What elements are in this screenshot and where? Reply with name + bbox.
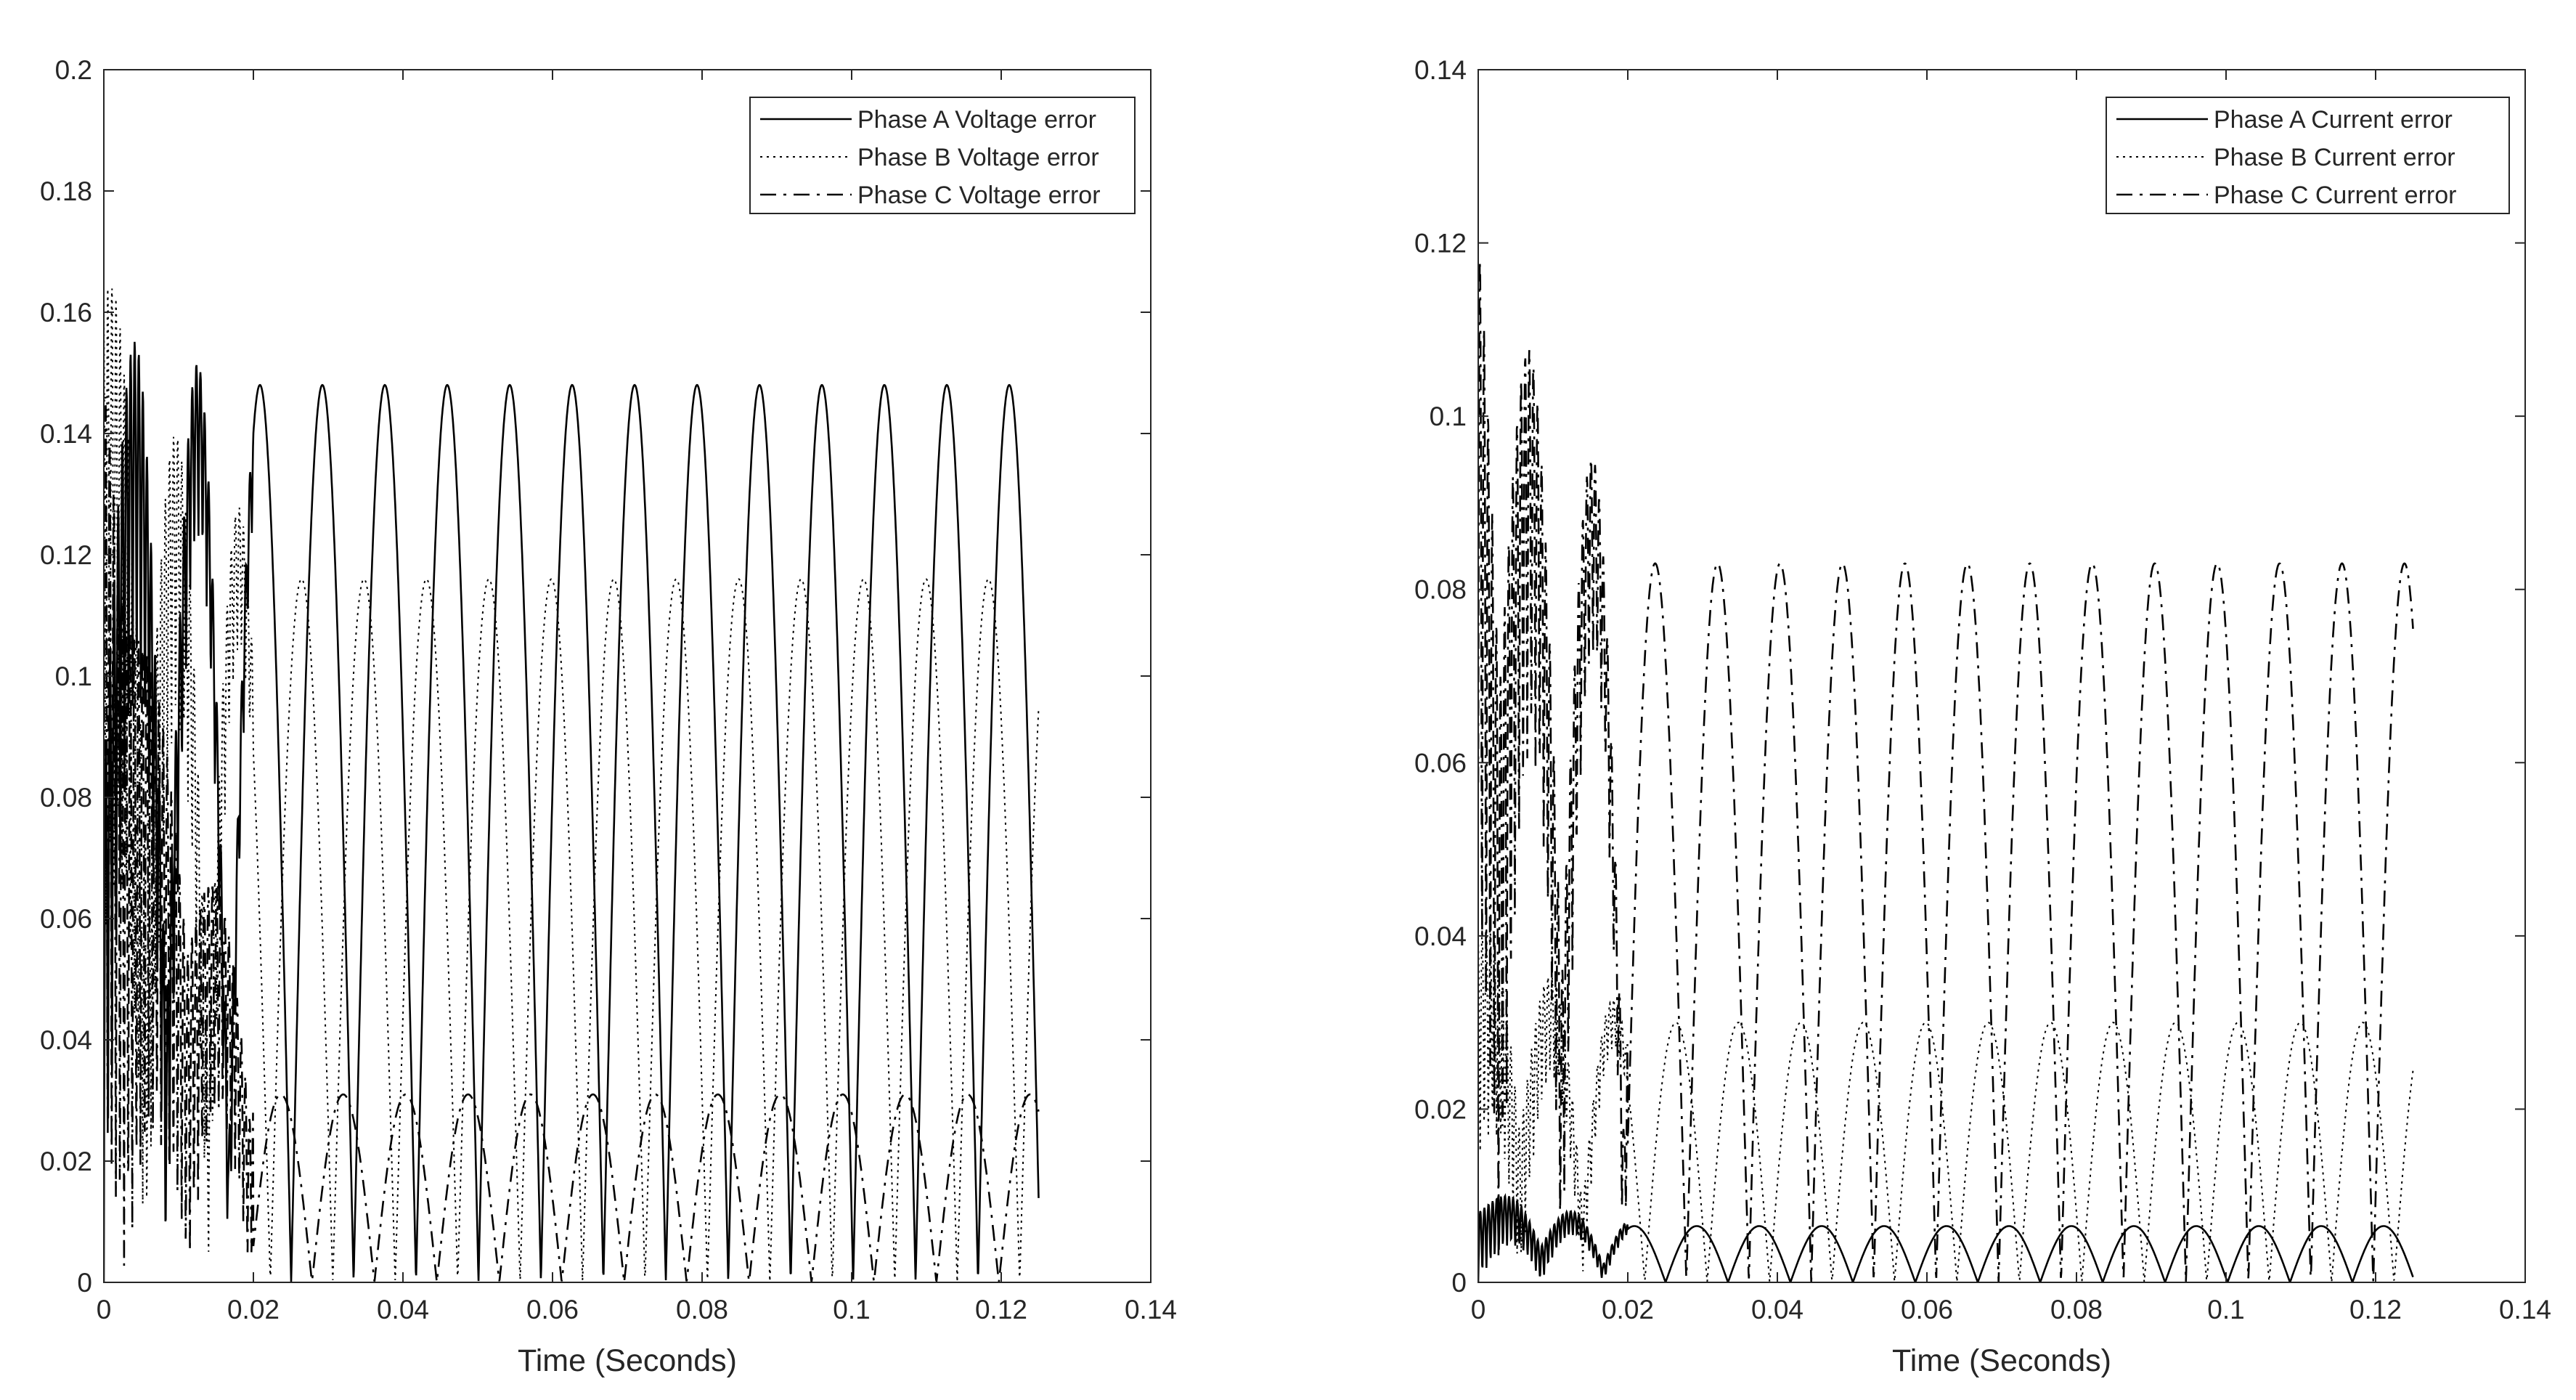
axes-box <box>103 69 1152 1283</box>
x-tick-label: 0.08 <box>676 1295 728 1324</box>
x-tick-label: 0.04 <box>1751 1295 1803 1324</box>
y-tick-label: 0.14 <box>1414 55 1467 85</box>
x-tick-label: 0.02 <box>1602 1295 1654 1324</box>
series-lines <box>104 288 1040 1282</box>
x-tick-label: 0.1 <box>833 1295 870 1324</box>
x-axis-label: Time (Seconds) <box>1892 1343 2111 1378</box>
legend-box <box>749 97 1136 214</box>
series-line-dashdot <box>1478 261 2414 1282</box>
x-tick-label: 0.14 <box>1125 1295 1177 1324</box>
legend-entry: Phase B Voltage error <box>857 144 1099 171</box>
legend-entry: Phase C Voltage error <box>857 182 1101 209</box>
x-tick-label: 0.06 <box>526 1295 579 1324</box>
axes-box <box>1477 69 2526 1283</box>
legend: Phase A Voltage error Phase B Voltage err… <box>749 97 1136 214</box>
legend-entry: Phase A Current error <box>2214 106 2453 134</box>
y-tick-label: 0.06 <box>40 904 92 934</box>
y-tick-label: 0.18 <box>40 176 92 206</box>
x-tick-label: 0.08 <box>2050 1295 2103 1324</box>
x-tick-label: 0.12 <box>2349 1295 2402 1324</box>
legend-entry: Phase A Voltage error <box>857 106 1096 134</box>
y-tick-label: 0.02 <box>1414 1094 1467 1124</box>
series-line-dotted <box>1478 929 2414 1282</box>
series-line-dashdot <box>104 396 1040 1282</box>
chart-panel-2: 0 0.02 0.04 0.06 0.08 0.1 0.12 0.14 0 0.02 0.04 0.0… <box>1414 55 2551 1378</box>
y-tick-label: 0.04 <box>40 1025 92 1055</box>
y-tick-label: 0.2 <box>55 55 92 85</box>
legend-entry: Phase C Current error <box>2214 182 2456 209</box>
x-tick-label: 0.14 <box>2499 1295 2551 1324</box>
y-tick-label: 0.12 <box>1414 229 1467 259</box>
y-tick-label: 0.14 <box>40 419 92 449</box>
x-axis-label: Time (Seconds) <box>518 1343 737 1378</box>
x-tick-label: 0.1 <box>2207 1295 2244 1324</box>
y-tick-label: 0 <box>1451 1268 1467 1298</box>
series-line-dotted <box>104 288 1040 1282</box>
y-tick-label: 0.08 <box>1414 575 1467 605</box>
y-tick-label: 0.1 <box>1430 402 1467 431</box>
x-tick-label: 0 <box>1471 1295 1486 1324</box>
y-tick-label: 0.04 <box>1414 921 1467 951</box>
series-line-solid <box>104 341 1040 1282</box>
x-tick-label: 0.04 <box>377 1295 429 1324</box>
series-lines <box>1478 261 2414 1282</box>
y-tick-label: 0.02 <box>40 1147 92 1176</box>
legend-entry: Phase B Current error <box>2214 144 2455 171</box>
legend: Phase A Current error Phase B Current err… <box>2106 97 2510 214</box>
y-tick-label: 0.1 <box>55 662 92 691</box>
y-tick-label: 0.16 <box>40 298 92 327</box>
chart-panel-1: 0 0.02 0.04 0.06 0.08 0.1 0.12 0.14 0 0.02 0.04 0.0… <box>40 55 1177 1378</box>
y-tick-label: 0.06 <box>1414 748 1467 778</box>
x-tick-label: 0.06 <box>1901 1295 1953 1324</box>
x-tick-label: 0 <box>97 1295 112 1324</box>
series-line-solid <box>1478 1193 2414 1282</box>
x-tick-label: 0.12 <box>975 1295 1027 1324</box>
y-tick-label: 0 <box>77 1268 92 1298</box>
x-tick-label: 0.02 <box>227 1295 280 1324</box>
y-tick-label: 0.12 <box>40 540 92 570</box>
y-tick-label: 0.08 <box>40 783 92 813</box>
